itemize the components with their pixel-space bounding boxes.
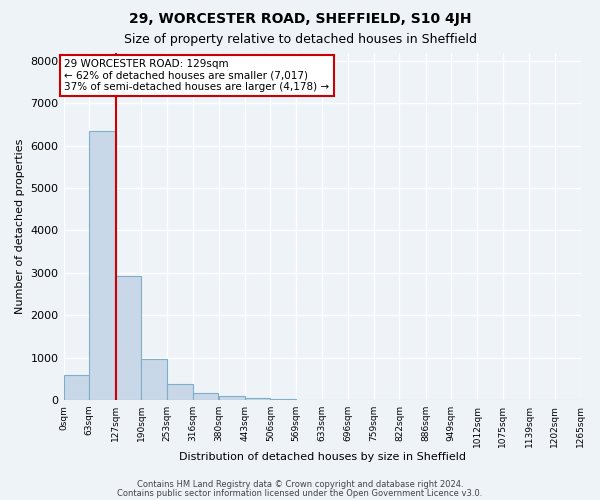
Bar (219, 396, 245, 400)
Bar (271, 398, 296, 400)
Bar (245, 398, 271, 400)
X-axis label: Distribution of detached houses by size in Sheffield: Distribution of detached houses by size … (179, 452, 466, 462)
Bar (167, 384, 193, 400)
Text: Size of property relative to detached houses in Sheffield: Size of property relative to detached ho… (124, 32, 476, 46)
Bar (141, 360, 167, 400)
Text: 29 WORCESTER ROAD: 129sqm
← 62% of detached houses are smaller (7,017)
37% of se: 29 WORCESTER ROAD: 129sqm ← 62% of detac… (64, 59, 329, 92)
Bar (64, 376, 89, 400)
Bar (193, 394, 218, 400)
Bar (115, 276, 141, 400)
Text: 29, WORCESTER ROAD, SHEFFIELD, S10 4JH: 29, WORCESTER ROAD, SHEFFIELD, S10 4JH (129, 12, 471, 26)
Text: Contains HM Land Registry data © Crown copyright and database right 2024.: Contains HM Land Registry data © Crown c… (137, 480, 463, 489)
Y-axis label: Number of detached properties: Number of detached properties (15, 138, 25, 314)
Bar (89, 131, 115, 400)
Text: Contains public sector information licensed under the Open Government Licence v3: Contains public sector information licen… (118, 488, 482, 498)
